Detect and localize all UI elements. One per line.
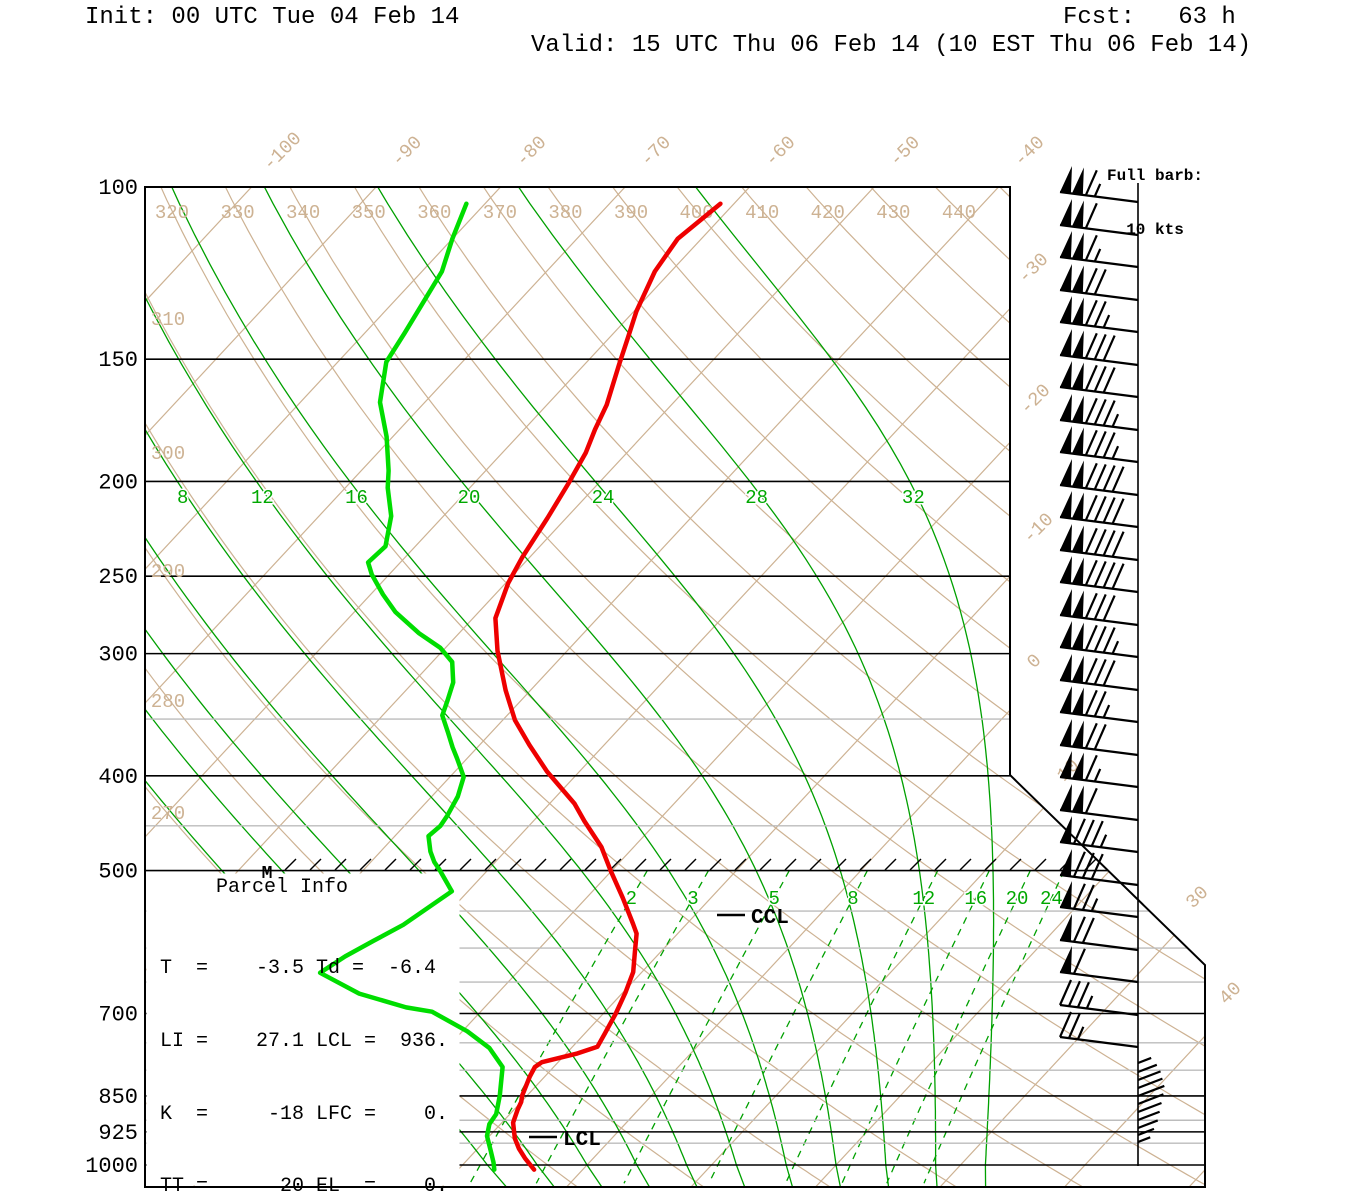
svg-text:300: 300 xyxy=(151,443,185,465)
svg-text:270: 270 xyxy=(151,803,185,825)
svg-text:330: 330 xyxy=(220,202,254,224)
svg-text:420: 420 xyxy=(811,202,845,224)
svg-text:12: 12 xyxy=(251,487,274,509)
plot-border xyxy=(144,186,1206,1188)
svg-text:-60: -60 xyxy=(761,132,801,172)
svg-text:925: 925 xyxy=(98,1121,138,1146)
svg-text:24: 24 xyxy=(592,487,615,509)
svg-text:20: 20 xyxy=(458,487,481,509)
svg-text:380: 380 xyxy=(548,202,582,224)
svg-text:100: 100 xyxy=(98,176,138,201)
svg-text:850: 850 xyxy=(98,1085,138,1110)
svg-text:-90: -90 xyxy=(387,132,427,172)
svg-text:0: 0 xyxy=(1023,650,1047,674)
svg-text:200: 200 xyxy=(98,470,138,495)
ccl-marker-label: CCL xyxy=(751,907,789,930)
svg-text:-40: -40 xyxy=(1010,132,1050,172)
svg-text:290: 290 xyxy=(151,561,185,583)
svg-text:340: 340 xyxy=(286,202,320,224)
svg-text:16: 16 xyxy=(345,487,368,509)
svg-text:500: 500 xyxy=(98,860,138,885)
svg-text:300: 300 xyxy=(98,643,138,668)
parcel-info-panel: T = -3.5 Td = -6.4 LI = 27.1 LCL = 936. … xyxy=(160,909,448,1200)
parcel-info-background xyxy=(146,873,460,1186)
svg-text:150: 150 xyxy=(98,348,138,373)
svg-text:20: 20 xyxy=(1006,888,1029,910)
temperature-trace xyxy=(493,201,723,1172)
level-markers: CCL LCL M xyxy=(262,864,789,1152)
svg-text:410: 410 xyxy=(745,202,779,224)
svg-text:280: 280 xyxy=(151,691,185,713)
svg-text:32: 32 xyxy=(902,487,925,509)
svg-text:16: 16 xyxy=(964,888,987,910)
svg-text:1000: 1000 xyxy=(85,1154,138,1179)
svg-text:-80: -80 xyxy=(512,132,552,172)
svg-text:390: 390 xyxy=(614,202,648,224)
svg-text:350: 350 xyxy=(352,202,386,224)
svg-text:320: 320 xyxy=(155,202,189,224)
svg-text:-70: -70 xyxy=(636,132,676,172)
svg-text:12: 12 xyxy=(912,888,935,910)
parcel-info-row: LI = 27.1 LCL = 936. xyxy=(160,1030,449,1054)
init-time-label: Init: 00 UTC Tue 04 Feb 14 xyxy=(85,4,460,31)
svg-text:24: 24 xyxy=(1040,888,1063,910)
svg-text:-50: -50 xyxy=(885,132,925,172)
wind-barb-legend-line1: Full barb: xyxy=(1106,167,1203,185)
wind-barb-legend-line2: 10 kts xyxy=(1126,221,1184,239)
svg-text:700: 700 xyxy=(98,1003,138,1028)
parcel-info-title: Parcel Info xyxy=(216,876,349,899)
svg-text:8: 8 xyxy=(847,888,858,910)
svg-text:30: 30 xyxy=(1182,882,1214,914)
parcel-info-row: T = -3.5 Td = -6.4 xyxy=(160,957,437,981)
lcl-marker-label: LCL xyxy=(563,1129,601,1152)
parcel-info-row: K = -18 LFC = 0. xyxy=(160,1102,449,1126)
svg-text:40: 40 xyxy=(1215,978,1247,1010)
hatched-level-line xyxy=(284,858,1097,871)
svg-text:430: 430 xyxy=(876,202,910,224)
wind-barb-column xyxy=(1058,166,1165,1166)
svg-text:310: 310 xyxy=(151,309,185,331)
svg-text:370: 370 xyxy=(483,202,517,224)
svg-text:400: 400 xyxy=(98,765,138,790)
svg-text:-20: -20 xyxy=(1016,380,1056,420)
pressure-axis-labels: 100 150 200 250 300 400 500 700 850 925 1000 xyxy=(85,176,138,1179)
svg-text:5: 5 xyxy=(769,888,780,910)
svg-text:250: 250 xyxy=(98,565,138,590)
svg-text:440: 440 xyxy=(942,202,976,224)
svg-text:28: 28 xyxy=(745,487,768,509)
parcel-info-row: TT = 20 EL = 0. xyxy=(160,1175,449,1199)
svg-text:360: 360 xyxy=(417,202,451,224)
svg-text:-30: -30 xyxy=(1014,249,1054,289)
valid-time-label: Valid: 15 UTC Thu 06 Feb 14 (10 EST Thu … xyxy=(531,32,1252,59)
svg-text:8: 8 xyxy=(177,487,188,509)
wind-barb-legend: Full barb: 10 kts xyxy=(1093,131,1217,275)
forecast-hour-label: Fcst: 63 h xyxy=(1063,4,1236,31)
svg-text:-10: -10 xyxy=(1019,509,1059,549)
svg-text:3: 3 xyxy=(687,888,698,910)
max-wind-marker: M xyxy=(262,864,273,884)
dewpoint-trace xyxy=(317,201,505,1172)
svg-text:-100: -100 xyxy=(259,128,307,176)
